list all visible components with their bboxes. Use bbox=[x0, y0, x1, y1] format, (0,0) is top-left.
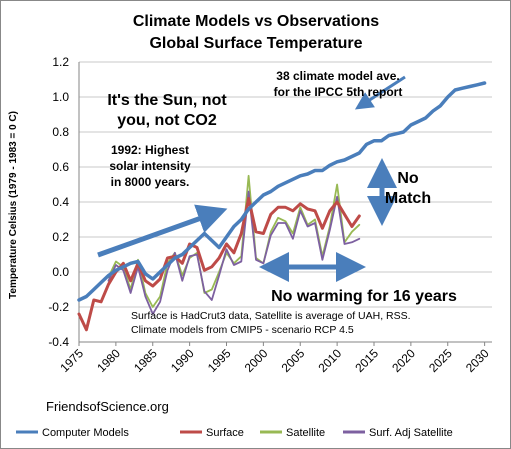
series-lines bbox=[77, 81, 487, 332]
y-tick-label: -0.2 bbox=[48, 300, 69, 314]
footer-text: FriendsofScience.org bbox=[46, 399, 169, 414]
annotation-no-warming-line: No warming for 16 years bbox=[271, 288, 457, 305]
annotation-solar-line: 1992: Highest bbox=[111, 143, 189, 157]
annotation-sources-line: Climate models from CMIP5 - scenario RCP… bbox=[131, 324, 354, 336]
y-tick-label: 0.0 bbox=[52, 265, 69, 279]
y-tick-label: 0.6 bbox=[52, 160, 69, 174]
legend-label: Surface bbox=[206, 427, 244, 439]
annotation-solar-line: in 8000 years. bbox=[111, 175, 190, 189]
annotation-model-ave-line: for the IPCC 5th report bbox=[274, 85, 403, 99]
annotation-sun-line: you, not CO2 bbox=[117, 112, 217, 129]
series-line-surf-adj-satellite bbox=[107, 190, 361, 315]
annotation-no-match-line: No bbox=[397, 170, 419, 187]
annotation-solar-line: solar intensity bbox=[109, 159, 191, 173]
axes bbox=[78, 62, 492, 346]
y-tick-label: 1.2 bbox=[52, 55, 69, 69]
arrow-model-pointer bbox=[354, 75, 406, 110]
annotation-arrows bbox=[97, 75, 406, 282]
annotation-model-ave-line: 38 climate model ave. bbox=[276, 69, 399, 83]
y-tick-labels: -0.4 -0.2 0.0 0.2 0.4 0.6 0.8 1.0 1.2 bbox=[48, 55, 69, 349]
chart-subtitle: Global Surface Temperature bbox=[149, 35, 362, 52]
legend-label: Surf. Adj Satellite bbox=[369, 427, 453, 439]
annotation-sources-line: Surface is HadCrut3 data, Satellite is a… bbox=[131, 310, 411, 322]
y-tick-label: 0.8 bbox=[52, 125, 69, 139]
chart-title: Climate Models vs Observations bbox=[133, 13, 379, 30]
y-tick-label: -0.4 bbox=[48, 335, 69, 349]
legend-label: Computer Models bbox=[42, 427, 129, 439]
series-line-computer-models bbox=[77, 81, 487, 302]
annotation-no-match-line: Match bbox=[385, 190, 431, 207]
y-tick-label: 0.4 bbox=[52, 195, 69, 209]
annotation-sun-line: It's the Sun, not bbox=[107, 92, 227, 109]
y-tick-label: 0.2 bbox=[52, 230, 69, 244]
legend: Computer Models Surface Satellite Surf. Adj… bbox=[16, 427, 453, 439]
arrow-rising-trend bbox=[97, 204, 228, 258]
y-axis-label: Temperature Celsius (1979 - 1983 = 0 C) bbox=[8, 111, 19, 299]
y-tick-label: 1.0 bbox=[52, 90, 69, 104]
annotations: It's the Sun, not you, not CO2 1992: Highe… bbox=[107, 69, 457, 336]
series-line-surface bbox=[77, 197, 361, 332]
legend-label: Satellite bbox=[286, 427, 325, 439]
